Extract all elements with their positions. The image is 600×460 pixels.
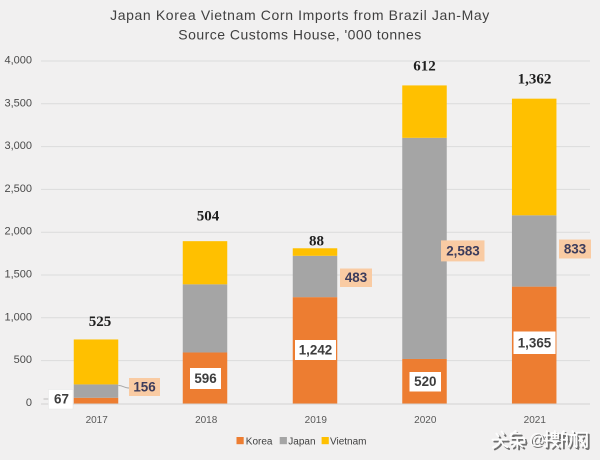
svg-text:0: 0 bbox=[26, 397, 32, 409]
svg-text:1,365: 1,365 bbox=[518, 336, 552, 351]
svg-text:3,500: 3,500 bbox=[4, 97, 32, 109]
svg-text:Japan: Japan bbox=[288, 437, 315, 448]
svg-text:833: 833 bbox=[564, 242, 586, 257]
svg-text:1,242: 1,242 bbox=[299, 343, 333, 358]
svg-text:500: 500 bbox=[14, 354, 32, 366]
svg-text:612: 612 bbox=[413, 58, 436, 74]
svg-text:525: 525 bbox=[89, 314, 112, 330]
svg-text:156: 156 bbox=[133, 380, 155, 395]
svg-text:1,500: 1,500 bbox=[4, 269, 32, 281]
svg-text:2019: 2019 bbox=[305, 415, 328, 426]
svg-text:Source Customs House, '000 ton: Source Customs House, '000 tonnes bbox=[178, 27, 421, 43]
svg-text:483: 483 bbox=[345, 270, 367, 285]
svg-text:2021: 2021 bbox=[524, 415, 547, 426]
svg-text:596: 596 bbox=[194, 371, 216, 386]
svg-text:504: 504 bbox=[197, 209, 220, 225]
svg-text:2018: 2018 bbox=[195, 415, 218, 426]
svg-text:2,500: 2,500 bbox=[4, 183, 32, 195]
svg-text:2020: 2020 bbox=[414, 415, 437, 426]
svg-text:Korea: Korea bbox=[246, 437, 273, 448]
svg-text:4,000: 4,000 bbox=[4, 55, 32, 67]
svg-text:520: 520 bbox=[414, 374, 436, 389]
svg-text:2017: 2017 bbox=[86, 415, 109, 426]
svg-text:Vietnam: Vietnam bbox=[330, 437, 367, 448]
svg-text:3,000: 3,000 bbox=[4, 140, 32, 152]
svg-text:67: 67 bbox=[54, 392, 69, 407]
svg-text:1,000: 1,000 bbox=[4, 311, 32, 323]
svg-text:88: 88 bbox=[309, 233, 324, 249]
svg-text:2,583: 2,583 bbox=[446, 244, 480, 259]
svg-text:@: @ bbox=[529, 431, 544, 448]
svg-text:1,362: 1,362 bbox=[518, 72, 552, 88]
svg-text:@: @ bbox=[531, 433, 546, 450]
svg-text:2,000: 2,000 bbox=[4, 226, 32, 238]
svg-text:Japan Korea Vietnam Corn Impor: Japan Korea Vietnam Corn Imports from Br… bbox=[110, 7, 490, 23]
